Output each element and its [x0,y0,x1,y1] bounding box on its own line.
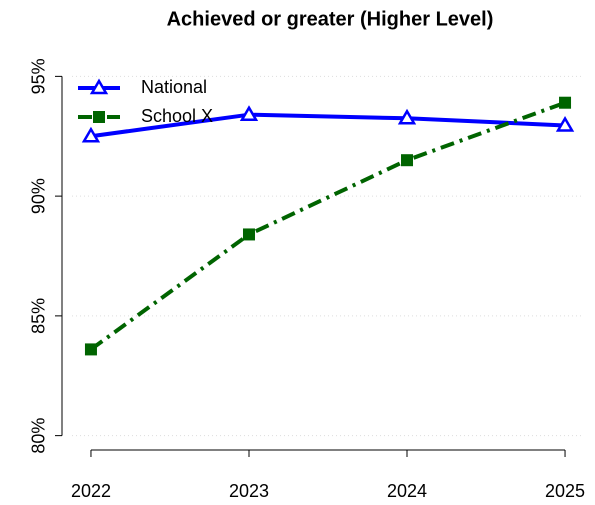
marker [397,108,417,125]
legend-marker [89,78,109,95]
legend-marker [93,111,105,123]
series-line [89,100,566,352]
y-tick-label: 80% [29,418,49,454]
series-line [90,112,566,139]
x-tick-label: 2024 [387,481,427,501]
y-tick-label: 85% [29,298,49,334]
legend-label: National [141,77,207,97]
x-tick-label: 2025 [545,481,585,501]
marker [239,105,259,121]
marker [84,343,97,356]
marker [555,115,575,132]
legend-label: School X [141,106,213,126]
y-tick-label: 95% [29,58,49,94]
chart-title: Achieved or greater (Higher Level) [167,8,494,30]
marker [559,96,572,109]
x-tick-label: 2023 [229,481,269,501]
marker [242,228,255,241]
marker [81,126,101,143]
x-tick-label: 2022 [71,481,111,501]
marker [401,154,414,167]
y-tick-label: 90% [29,178,49,214]
